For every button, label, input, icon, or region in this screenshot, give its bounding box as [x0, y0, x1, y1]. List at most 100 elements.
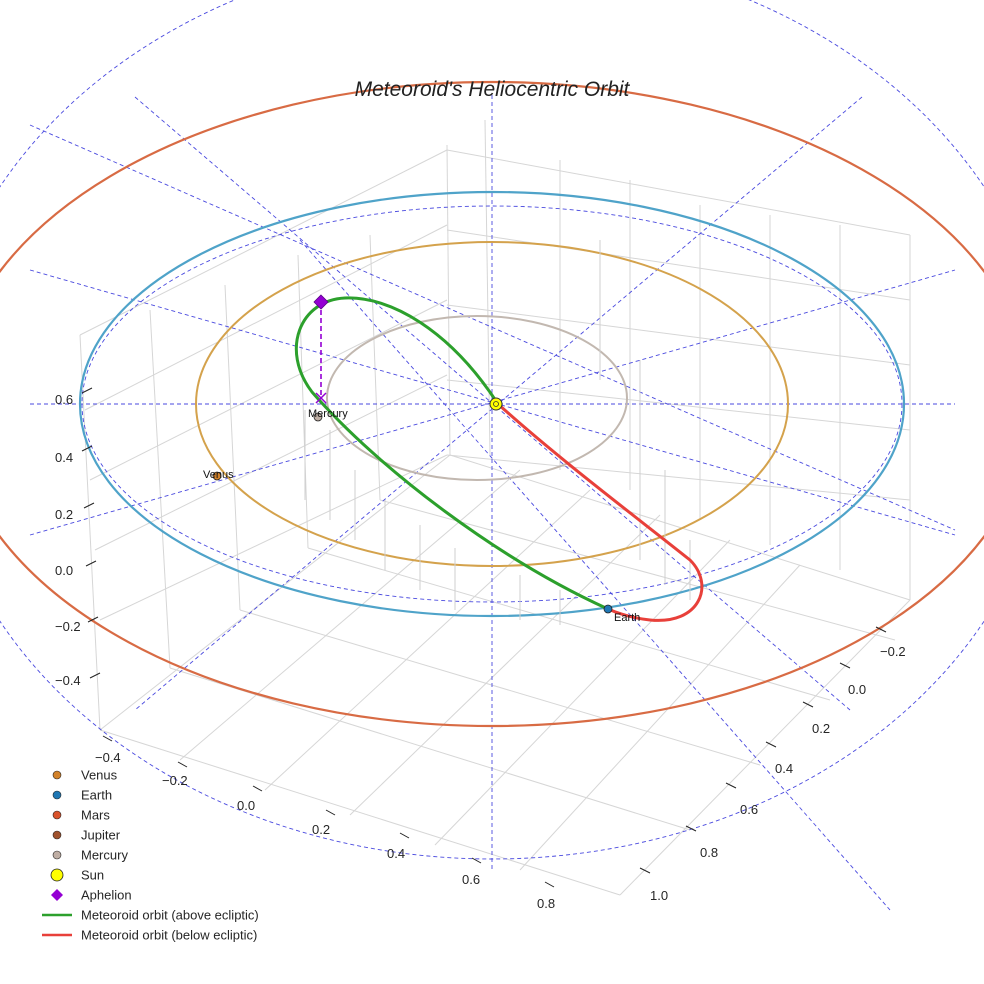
mercury-label: Mercury — [308, 408, 348, 420]
y-tick-label-3: 0.4 — [775, 761, 793, 776]
z-tick-mark-1 — [81, 445, 93, 452]
grid-line-back-left-h-4 — [99, 454, 448, 621]
y-tick-mark-3 — [765, 741, 777, 748]
grid-line-back-left-3 — [297, 254, 309, 549]
legend-label-meteoroid-orbit-below-ecliptic: Meteoroid orbit (below ecliptic) — [81, 928, 257, 943]
grid-line-back-left-0 — [79, 334, 101, 731]
venus-marker — [212, 471, 222, 481]
y-tick-mark-2 — [802, 701, 814, 708]
legend-label-jupiter: Jupiter — [81, 828, 121, 843]
y-tick-mark-0 — [875, 626, 887, 633]
legend: Venus Earth Mars Jupiter Mercury Sun Aphelion M… — [42, 768, 259, 943]
legend-label-meteoroid-orbit-above-ecliptic: Meteoroid orbit (above ecliptic) — [81, 908, 259, 923]
grid-line-back-left-5 — [446, 144, 451, 456]
meteoroid-orbit-above — [294, 296, 609, 611]
x-tick-label-2: 0.0 — [237, 798, 255, 813]
x-tick-label-3: 0.2 — [312, 822, 330, 837]
grid-line-floor-a-5 — [449, 454, 911, 601]
x-tick-mark-3 — [325, 809, 336, 816]
grid-line-floor-b-1 — [179, 469, 521, 761]
grid-line-floor-a-4 — [379, 499, 896, 641]
x-tick-mark-2 — [252, 785, 263, 792]
y-tick-mark-6 — [639, 867, 651, 874]
grid-line-back-right-h-4 — [446, 454, 911, 501]
grid-line-back-right-h-3 — [446, 379, 911, 431]
grid-line-back-left-h-2 — [89, 299, 448, 481]
guide-lines — [0, 0, 984, 911]
z-tick-label-5: −0.4 — [55, 673, 81, 688]
legend-label-venus: Venus — [81, 768, 118, 783]
chart-title: Meteoroid's Heliocentric Orbit — [355, 78, 631, 101]
legend-marker-venus — [52, 770, 62, 780]
grid-line-back-left-2 — [224, 284, 241, 611]
legend-marker-mars — [52, 810, 62, 820]
meteoroid-orbit-below — [496, 402, 704, 622]
venus-label: Venus — [203, 469, 234, 481]
sun-marker — [489, 397, 503, 411]
legend-label-earth: Earth — [81, 788, 112, 803]
legend-label-aphelion: Aphelion — [81, 888, 132, 903]
guide-line-5 — [29, 269, 956, 536]
earth-label: Earth — [614, 612, 640, 624]
z-tick-label-3: 0.0 — [55, 563, 73, 578]
grid-line-floor-b-5 — [519, 564, 801, 871]
x-tick-mark-5 — [471, 857, 482, 864]
legend-marker-jupiter — [52, 830, 62, 840]
y-tick-label-0: −0.2 — [880, 644, 906, 659]
x-tick-label-5: 0.6 — [462, 872, 480, 887]
mercury-orbit — [326, 315, 628, 481]
venus-orbit — [195, 241, 789, 567]
aphelion-marker — [313, 294, 329, 310]
bodies: Venus Earth Mercury — [203, 397, 640, 624]
z-tick-mark-5 — [89, 672, 101, 679]
grid-line-back-right-h-1 — [446, 229, 911, 301]
earth-orbit — [78, 190, 906, 618]
legend-marker-earth — [52, 790, 62, 800]
x-tick-label-1: −0.2 — [162, 773, 188, 788]
grid-line-back-left-h-0 — [79, 149, 448, 336]
mars-orbit — [0, 80, 984, 728]
y-tick-label-1: 0.0 — [848, 682, 866, 697]
legend-marker-mercury — [52, 850, 62, 860]
z-tick-mark-3 — [85, 560, 97, 567]
y-tick-label-5: 0.8 — [700, 845, 718, 860]
axes-grid — [79, 119, 911, 896]
aphelion-projection-marker — [315, 392, 327, 404]
z-tick-mark-4 — [87, 616, 99, 623]
x-tick-mark-1 — [177, 761, 188, 768]
x-tick-mark-6 — [544, 881, 555, 888]
grid-line-floor-a-3 — [307, 547, 831, 701]
meteoroid-orbit — [294, 240, 704, 625]
y-tick-mark-5 — [685, 825, 697, 832]
grid-line-floor-a-2 — [239, 609, 761, 766]
z-tick-label-1: 0.4 — [55, 450, 73, 465]
x-tick-mark-0 — [102, 735, 113, 742]
y-tick-mark-4 — [725, 782, 737, 789]
x-tick-label-6: 0.8 — [537, 896, 555, 911]
grid-line-floor-a-0 — [99, 729, 621, 896]
x-tick-mark-4 — [399, 832, 410, 839]
legend-marker-aphelion — [51, 889, 63, 901]
legend-marker-sun — [50, 868, 64, 882]
y-tick-label-4: 0.6 — [740, 802, 758, 817]
guide-line-6 — [299, 239, 891, 911]
mercury-marker — [313, 412, 323, 422]
guide-line-7 — [29, 124, 956, 531]
sun-core — [493, 401, 499, 407]
grid-line-floor-b-0 — [99, 454, 451, 731]
legend-label-mercury: Mercury — [81, 848, 128, 863]
grid-line-back-right-h-0 — [446, 149, 911, 236]
y-tick-label-2: 0.2 — [812, 721, 830, 736]
guide-outer-ellipse — [0, 0, 984, 860]
y-tick-mark-1 — [839, 662, 851, 669]
z-tick-mark-0 — [81, 387, 93, 394]
grid-line-back-right-0 — [484, 119, 491, 456]
z-tick-label-4: −0.2 — [55, 619, 81, 634]
grid-line-floor-b-6 — [619, 599, 911, 896]
guide-line-3 — [134, 96, 863, 711]
grid-line-back-left-1 — [149, 309, 171, 669]
planet-orbits — [0, 80, 984, 728]
z-tick-mark-2 — [83, 502, 95, 509]
grid-line-back-left-4 — [369, 234, 381, 501]
